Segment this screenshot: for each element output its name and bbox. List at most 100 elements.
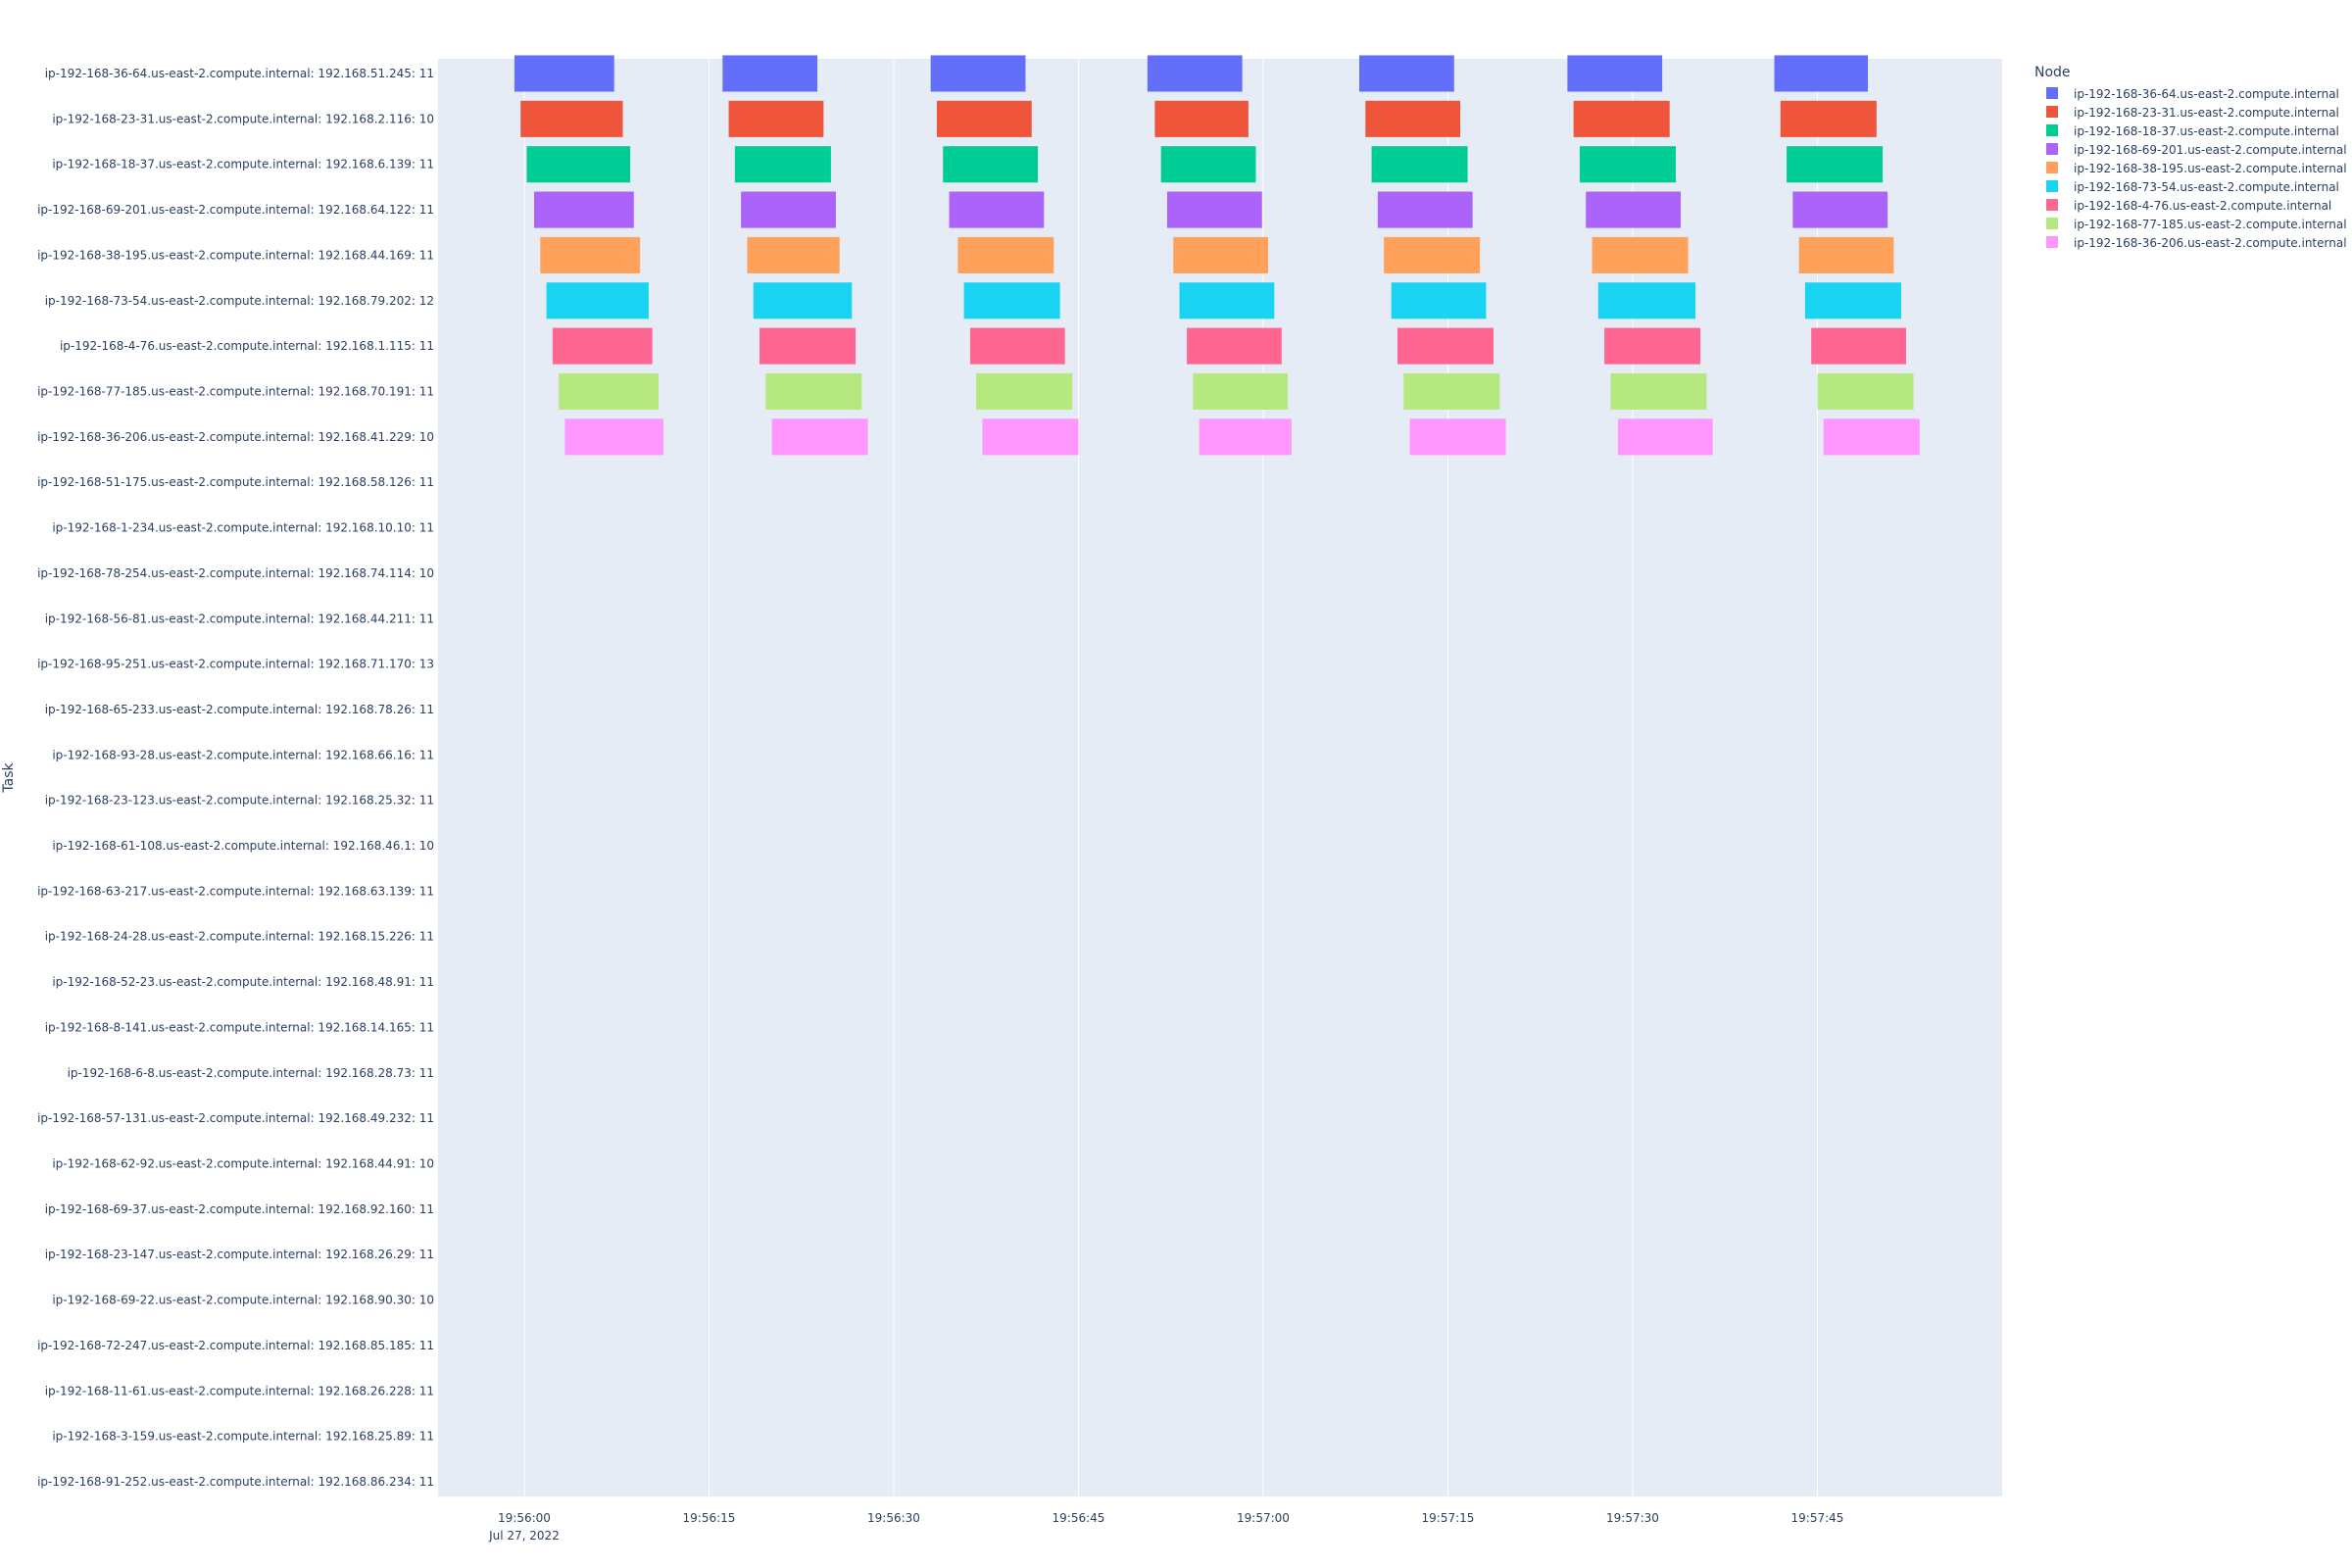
gantt-bar [1199, 418, 1292, 456]
legend-item: ip-192-168-36-206.us-east-2.compute.inte… [2074, 236, 2347, 250]
gantt-bar [1409, 418, 1506, 456]
y-tick-label: ip-192-168-8-141.us-east-2.compute.inter… [45, 1020, 434, 1034]
legend-swatch [2046, 143, 2058, 155]
gantt-bar [1586, 191, 1682, 228]
y-tick-label: ip-192-168-69-22.us-east-2.compute.inter… [52, 1294, 434, 1307]
gantt-bar [1787, 146, 1884, 183]
gantt-bar [747, 236, 840, 273]
gantt-bar [552, 327, 653, 365]
y-tick-label: ip-192-168-23-123.us-east-2.compute.inte… [45, 794, 434, 808]
legend-title: Node [2034, 65, 2071, 80]
legend-swatch [2046, 124, 2058, 136]
gantt-bar [722, 55, 818, 92]
gantt-bar [734, 146, 831, 183]
y-tick-label: ip-192-168-77-185.us-east-2.compute.inte… [37, 384, 434, 398]
gantt-bar [936, 100, 1032, 137]
legend-swatch [2046, 199, 2058, 211]
x-tick-label: 19:57:15 [1422, 1511, 1475, 1525]
gantt-bar [1187, 327, 1282, 365]
y-tick-label: ip-192-168-52-23.us-east-2.compute.inter… [52, 975, 434, 989]
y-tick-label: ip-192-168-69-37.us-east-2.compute.inter… [45, 1202, 434, 1216]
legend-item: ip-192-168-73-54.us-east-2.compute.inter… [2074, 180, 2339, 194]
y-tick-label: ip-192-168-95-251.us-east-2.compute.inte… [37, 658, 434, 671]
x-tick-label: 19:56:15 [683, 1511, 736, 1525]
x-tick-label: 19:56:45 [1053, 1511, 1105, 1525]
gantt-bar [1811, 327, 1906, 365]
y-tick-label: ip-192-168-4-76.us-east-2.compute.intern… [60, 339, 434, 353]
gantt-bar [534, 191, 634, 228]
y-tick-label: ip-192-168-93-28.us-east-2.compute.inter… [52, 748, 434, 761]
gantt-bar [526, 146, 631, 183]
y-tick-label: ip-192-168-11-61.us-east-2.compute.inter… [45, 1384, 434, 1397]
y-tick-label: ip-192-168-36-64.us-east-2.compute.inter… [45, 67, 434, 80]
gantt-bar [982, 418, 1079, 456]
gantt-bar [1817, 372, 1914, 411]
y-tick-label: ip-192-168-72-247.us-east-2.compute.inte… [37, 1339, 434, 1352]
gantt-bar [1617, 418, 1713, 456]
legend-swatch [2046, 87, 2058, 99]
gantt-bar [564, 418, 663, 456]
gantt-bar [540, 236, 641, 273]
gantt-bar [1792, 191, 1888, 228]
gantt-bar [1774, 55, 1869, 92]
plot-background [438, 59, 2002, 1496]
gantt-bar [1604, 327, 1701, 365]
gantt-bar [943, 146, 1039, 183]
gantt-bar [1798, 236, 1894, 273]
x-tick-label: 19:56:00 [498, 1511, 551, 1525]
y-tick-label: ip-192-168-23-31.us-east-2.compute.inter… [52, 112, 434, 125]
gantt-bar [957, 236, 1054, 273]
gantt-bar [1154, 100, 1249, 137]
y-tick-label: ip-192-168-6-8.us-east-2.compute.interna… [68, 1066, 434, 1080]
y-tick-label: ip-192-168-3-159.us-east-2.compute.inter… [52, 1430, 434, 1444]
gantt-bar [514, 55, 614, 92]
gantt-bar [1403, 372, 1500, 411]
legend-item: ip-192-168-23-31.us-east-2.compute.inter… [2074, 106, 2339, 120]
gantt-bar [559, 372, 659, 411]
y-tick-label: ip-192-168-63-217.us-east-2.compute.inte… [37, 884, 434, 898]
y-tick-label: ip-192-168-78-254.us-east-2.compute.inte… [37, 566, 434, 580]
gantt-bar [969, 327, 1065, 365]
gantt-bar [765, 372, 862, 411]
gantt-bar [1179, 282, 1275, 319]
y-tick-label: ip-192-168-57-131.us-east-2.compute.inte… [37, 1111, 434, 1125]
gantt-bar [1592, 236, 1689, 273]
gantt-bar [976, 372, 1073, 411]
legend-item: ip-192-168-36-64.us-east-2.compute.inter… [2074, 87, 2339, 101]
gantt-bar [1780, 100, 1877, 137]
gantt-bar [1166, 191, 1262, 228]
y-tick-label: ip-192-168-69-201.us-east-2.compute.inte… [37, 203, 434, 217]
x-tick-label: 19:57:00 [1237, 1511, 1290, 1525]
gantt-bar [1365, 100, 1461, 137]
gantt-bar [1371, 146, 1468, 183]
gantt-bar [1823, 418, 1920, 456]
gantt-bar [949, 191, 1045, 228]
y-tick-label: ip-192-168-51-175.us-east-2.compute.inte… [37, 475, 434, 489]
y-tick-label: ip-192-168-65-233.us-east-2.compute.inte… [45, 703, 434, 716]
x-tick-label: 19:57:30 [1606, 1511, 1659, 1525]
gantt-bar [759, 327, 857, 365]
gantt-bar [1597, 282, 1696, 319]
y-tick-label: ip-192-168-18-37.us-east-2.compute.inter… [52, 158, 434, 172]
legend-swatch [2046, 106, 2058, 118]
legend-swatch [2046, 218, 2058, 229]
gantt-bar [1359, 55, 1454, 92]
gantt-bar [1193, 372, 1289, 411]
y-tick-label: ip-192-168-36-206.us-east-2.compute.inte… [37, 430, 434, 444]
gantt-bar [1804, 282, 1901, 319]
gantt-bar [1579, 146, 1676, 183]
legend-item: ip-192-168-77-185.us-east-2.compute.inte… [2074, 218, 2347, 231]
y-axis-title: Task [1, 762, 17, 794]
gantt-bar [520, 100, 623, 137]
y-tick-label: ip-192-168-38-195.us-east-2.compute.inte… [37, 248, 434, 262]
x-tick-label: 19:56:30 [867, 1511, 920, 1525]
gantt-bar [1173, 236, 1269, 273]
y-tick-label: ip-192-168-23-147.us-east-2.compute.inte… [45, 1248, 434, 1261]
legend-swatch [2046, 236, 2058, 248]
gantt-bar [728, 100, 824, 137]
legend-item: ip-192-168-69-201.us-east-2.compute.inte… [2074, 143, 2347, 157]
gantt-bar [1384, 236, 1481, 273]
gantt-bar [963, 282, 1060, 319]
y-tick-label: ip-192-168-61-108.us-east-2.compute.inte… [52, 839, 434, 853]
